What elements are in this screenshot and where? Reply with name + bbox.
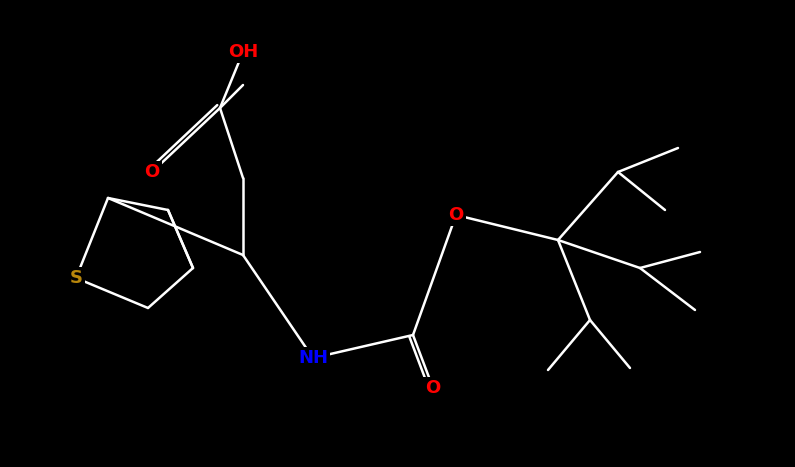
Text: OH: OH: [228, 43, 258, 61]
Text: O: O: [145, 163, 160, 181]
Text: S: S: [69, 269, 83, 287]
Text: NH: NH: [298, 349, 328, 367]
Text: O: O: [448, 206, 463, 224]
Text: O: O: [425, 379, 440, 397]
